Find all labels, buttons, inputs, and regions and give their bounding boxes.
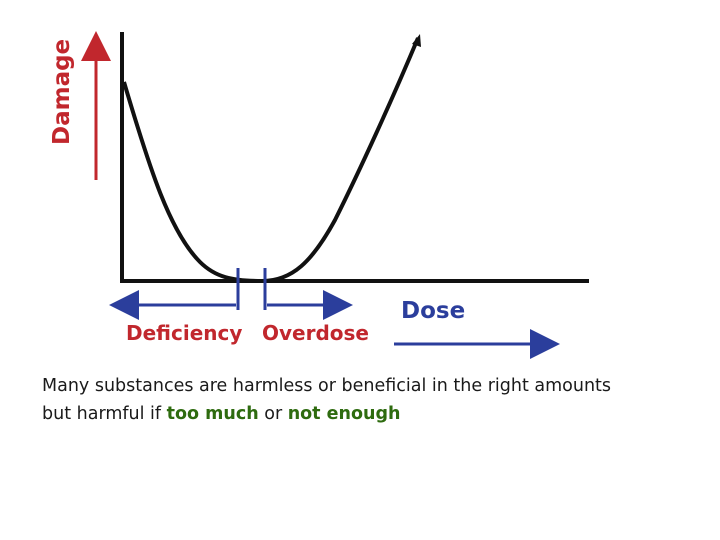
too-much-emphasis: too much [166, 404, 259, 424]
caption-line-1: Many substances are harmless or benefici… [42, 376, 612, 396]
deficiency-label: Deficiency [126, 321, 243, 345]
curve-arrow-tip [412, 34, 421, 47]
caption-or: or [258, 404, 288, 424]
caption-prefix: but harmful if [42, 404, 167, 424]
caption-line-2: but harmful if too much or not enough [42, 400, 702, 428]
damage-label: Damage [49, 38, 75, 145]
not-enough-emphasis: not enough [287, 404, 401, 424]
dose-response-curve [122, 37, 420, 284]
dose-label: Dose [401, 298, 466, 324]
caption: Many substances are harmless or benefici… [42, 372, 702, 428]
overdose-label: Overdose [262, 321, 369, 345]
